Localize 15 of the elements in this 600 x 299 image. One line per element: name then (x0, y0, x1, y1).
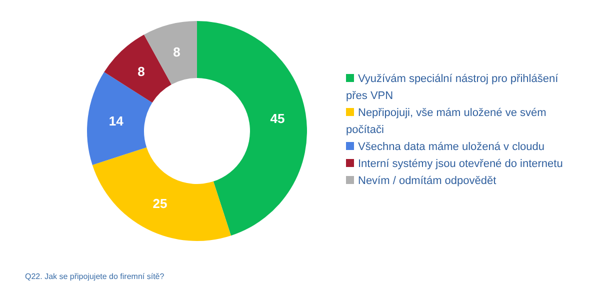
data-label: 45 (270, 110, 285, 126)
legend-label: Využívám speciální nástroj pro přihlášení přes VPN (346, 73, 558, 102)
legend-label: Nevím / odmítám odpovědět (358, 175, 496, 187)
text: Q22. Jak se připojujete do firemní sítě? (25, 272, 164, 281)
data-label: 8 (173, 44, 180, 60)
legend-label: Všechna data máme uložená v cloudu (358, 141, 545, 153)
legend-label: Interní systémy jsou otevřené do internetu (358, 158, 563, 170)
legend-label: Nepřipojuji, vše mám uložené ve svém počítači (346, 107, 546, 136)
donut-slice (197, 21, 307, 236)
data-label: 8 (138, 64, 145, 80)
data-label: 25 (152, 196, 168, 212)
data-label: 14 (108, 113, 124, 128)
donut-slice (104, 34, 172, 103)
donut-slice (92, 147, 231, 241)
donut-slice (144, 21, 197, 85)
